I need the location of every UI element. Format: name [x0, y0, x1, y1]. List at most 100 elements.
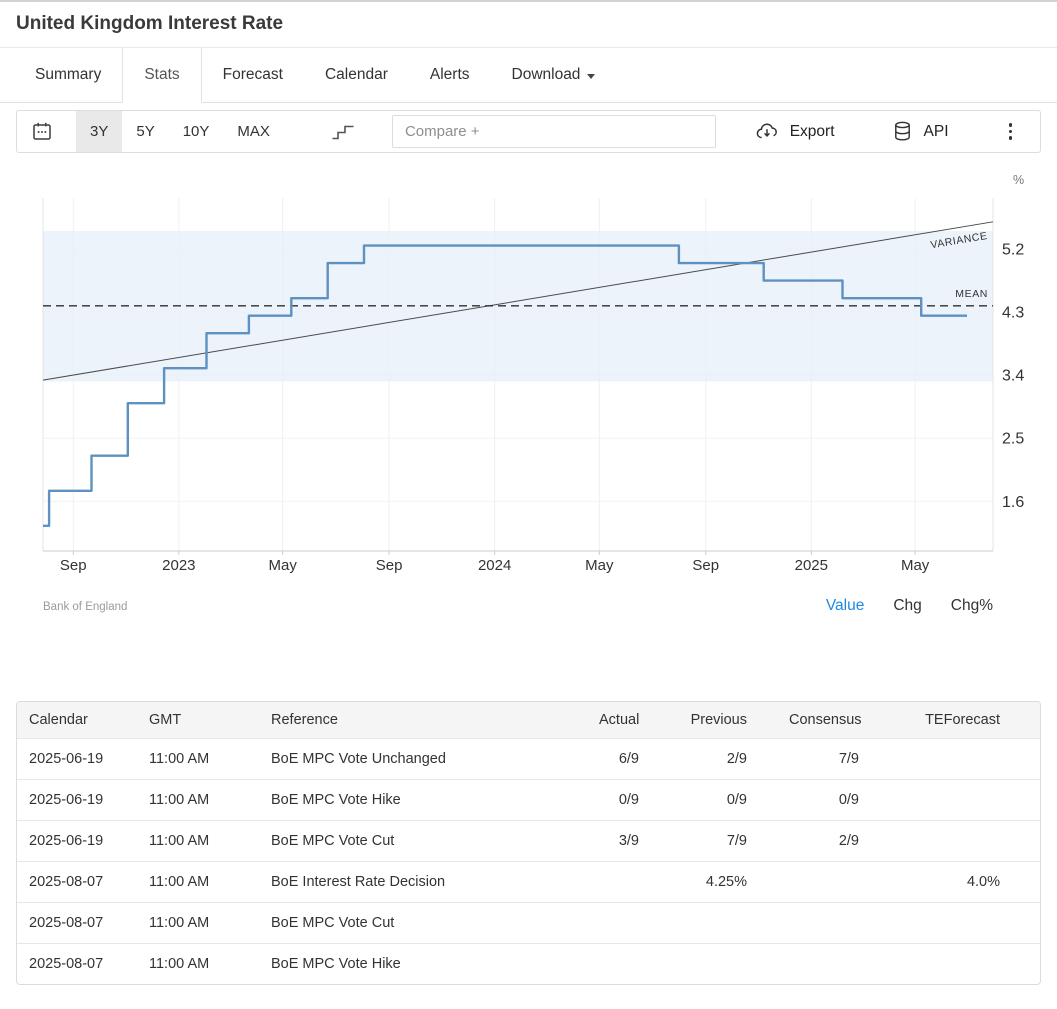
table-row[interactable]: 2025-06-19 11:00 AM BoE MPC Vote Hike 0/…	[17, 779, 1040, 821]
chevron-down-icon	[587, 73, 596, 79]
cell-teforecast	[889, 779, 1040, 821]
tab-stats[interactable]: Stats	[122, 48, 202, 103]
mean-label: MEAN	[955, 288, 988, 300]
link-chg-pct[interactable]: Chg%	[950, 597, 993, 614]
col-actual: Actual	[587, 702, 669, 739]
date-range-picker-button[interactable]	[17, 111, 76, 152]
cell-calendar: 2025-06-19	[17, 820, 137, 862]
cell-consensus	[777, 902, 889, 944]
cell-actual	[587, 861, 669, 903]
table-row[interactable]: 2025-06-19 11:00 AM BoE MPC Vote Unchang…	[17, 738, 1040, 780]
calendar-table: Calendar GMT Reference Actual Previous C…	[17, 702, 1040, 984]
cell-consensus	[777, 943, 889, 984]
cell-actual	[587, 943, 669, 984]
range-button-5y[interactable]: 5Y	[136, 123, 155, 140]
tab-forecast[interactable]: Forecast	[222, 66, 283, 83]
cloud-download-icon	[756, 123, 777, 139]
chart-toolbar: 3Y 5Y 10Y MAX Export	[16, 110, 1041, 153]
x-axis-label: May	[901, 557, 930, 574]
cell-calendar: 2025-06-19	[17, 779, 137, 821]
kebab-menu-icon[interactable]	[1005, 119, 1017, 144]
cell-previous: 2/9	[669, 738, 777, 780]
y-axis-unit: %	[1013, 173, 1024, 187]
cell-reference: BoE MPC Vote Unchanged	[259, 738, 587, 780]
y-axis-label: 5.2	[1002, 242, 1024, 259]
cell-consensus: 7/9	[777, 738, 889, 780]
cell-reference: BoE MPC Vote Hike	[259, 943, 587, 984]
page-title: United Kingdom Interest Rate	[0, 2, 1057, 48]
cell-teforecast	[889, 820, 1040, 862]
tab-bar: Summary Stats Forecast Calendar Alerts D…	[0, 48, 1057, 103]
export-label: Export	[789, 122, 835, 140]
table-row[interactable]: 2025-08-07 11:00 AM BoE MPC Vote Cut	[17, 902, 1040, 944]
x-axis-label: May	[585, 557, 614, 574]
x-axis-label: Sep	[60, 557, 87, 574]
cell-consensus: 0/9	[777, 779, 889, 821]
calendar-icon	[33, 122, 51, 140]
page: United Kingdom Interest Rate Summary Sta…	[0, 0, 1057, 985]
api-button[interactable]: API	[891, 120, 949, 143]
chart-mode-links: Value Chg Chg%	[826, 597, 993, 615]
cell-gmt: 11:00 AM	[137, 820, 259, 862]
cell-gmt: 11:00 AM	[137, 902, 259, 944]
range-button-max[interactable]: MAX	[237, 123, 270, 140]
x-axis-label: May	[268, 557, 297, 574]
range-button-10y[interactable]: 10Y	[182, 123, 210, 140]
cell-reference: BoE MPC Vote Hike	[259, 779, 587, 821]
cell-teforecast	[889, 902, 1040, 944]
calendar-table-container: Calendar GMT Reference Actual Previous C…	[16, 701, 1041, 985]
cell-previous: 0/9	[669, 779, 777, 821]
rate-step-line[interactable]	[43, 244, 967, 527]
x-axis-label: 2024	[478, 557, 511, 574]
step-chart-icon	[332, 125, 354, 139]
chart-type-button[interactable]	[330, 111, 356, 152]
cell-actual	[587, 902, 669, 944]
interest-rate-chart[interactable]: % 5.2 4.3 3.4 2.5 1.6 Sep 2023 May Sep 2024 May Sep 2…	[0, 153, 1057, 631]
link-value[interactable]: Value	[825, 597, 865, 614]
cell-previous: 4.25%	[669, 861, 777, 903]
tab-summary[interactable]: Summary	[35, 66, 102, 83]
x-axis-label: 2023	[162, 557, 195, 574]
table-row[interactable]: 2025-06-19 11:00 AM BoE MPC Vote Cut 3/9…	[17, 820, 1040, 862]
export-button[interactable]: Export	[755, 121, 835, 142]
link-chg[interactable]: Chg	[893, 597, 922, 614]
cell-reference: BoE MPC Vote Cut	[259, 820, 587, 862]
cell-teforecast	[889, 943, 1040, 984]
api-label: API	[923, 122, 949, 140]
tab-calendar[interactable]: Calendar	[324, 66, 388, 83]
cell-gmt: 11:00 AM	[137, 943, 259, 984]
cell-gmt: 11:00 AM	[137, 861, 259, 903]
cell-previous	[669, 902, 777, 944]
cell-gmt: 11:00 AM	[137, 738, 259, 780]
table-row[interactable]: 2025-08-07 11:00 AM BoE Interest Rate De…	[17, 861, 1040, 903]
y-axis-label: 4.3	[1002, 305, 1024, 322]
toolbar-right-group: Export API	[755, 111, 1040, 152]
chart-area[interactable]: % 5.2 4.3 3.4 2.5 1.6 Sep 2023 May Sep 2024 May Sep 2…	[0, 153, 1057, 631]
tab-download-label: Download	[511, 66, 581, 83]
col-reference: Reference	[259, 702, 587, 739]
cell-actual: 6/9	[587, 738, 669, 780]
range-button-3y[interactable]: 3Y	[76, 111, 123, 152]
col-teforecast: TEForecast	[889, 702, 1040, 739]
tab-alerts[interactable]: Alerts	[429, 66, 470, 83]
cell-calendar: 2025-06-19	[17, 738, 137, 780]
cell-consensus: 2/9	[777, 820, 889, 862]
y-axis-label: 2.5	[1002, 431, 1024, 448]
cell-calendar: 2025-08-07	[17, 902, 137, 944]
tab-download[interactable]: Download	[491, 48, 617, 102]
table-header-row: Calendar GMT Reference Actual Previous C…	[17, 702, 1040, 739]
cell-previous	[669, 943, 777, 984]
y-axis-label: 3.4	[1002, 368, 1024, 385]
cell-teforecast: 4.0%	[889, 861, 1040, 903]
compare-input[interactable]	[391, 115, 716, 148]
cell-consensus	[777, 861, 889, 903]
x-axis-label: Sep	[376, 557, 403, 574]
cell-actual: 3/9	[587, 820, 669, 862]
chart-source: Bank of England	[43, 601, 128, 613]
col-consensus: Consensus	[777, 702, 889, 739]
variance-trend-line	[42, 221, 994, 381]
col-previous: Previous	[669, 702, 777, 739]
x-axis-label: 2025	[795, 557, 828, 574]
table-row[interactable]: 2025-08-07 11:00 AM BoE MPC Vote Hike	[17, 943, 1040, 984]
cell-teforecast	[889, 738, 1040, 780]
